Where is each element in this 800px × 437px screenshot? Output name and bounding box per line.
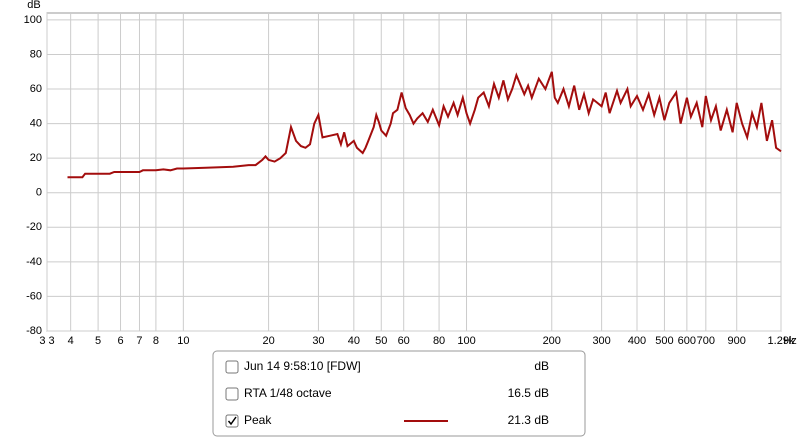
legend-label: RTA 1/48 octave (244, 386, 332, 400)
legend-readout: 16.5 dB (508, 386, 549, 400)
checkbox[interactable] (225, 414, 239, 428)
x-tick-label: 7 (136, 335, 142, 347)
checkbox[interactable] (225, 360, 239, 374)
legend-label: Peak (244, 413, 272, 427)
x-tick-label: 4 (68, 335, 74, 347)
legend-label: Jun 14 9:58:10 [FDW] (244, 359, 361, 373)
x-tick-label: 40 (348, 335, 360, 347)
x-tick-label: 900 (728, 335, 746, 347)
x-tick-label: 3 3 (39, 335, 54, 347)
y-tick-label: 40 (30, 118, 42, 130)
x-tick-label: 20 (262, 335, 274, 347)
x-tick-label: 300 (592, 335, 610, 347)
x-tick-label: 200 (543, 335, 561, 347)
x-tick-label: 700 (697, 335, 715, 347)
y-tick-label: -20 (26, 221, 42, 233)
legend: Jun 14 9:58:10 [FDW] dB RTA 1/48 octave 16.… (225, 359, 549, 428)
y-tick-label: 60 (30, 83, 42, 95)
x-tick-label: 400 (628, 335, 646, 347)
x-axis-label: Hz (783, 335, 796, 347)
y-tick-label: 0 (36, 187, 42, 199)
x-tick-label: 100 (457, 335, 475, 347)
grid: -80 -60 -40 -20 0 20 40 60 80 100 3 3 4 5 6 7 8 10 20 30 40… (24, 13, 795, 347)
x-tick-label: 600 (678, 335, 696, 347)
legend-panel (212, 350, 586, 437)
y-tick-label: -60 (26, 290, 42, 302)
legend-readout: 21.3 dB (508, 413, 549, 427)
peak-line (67, 71, 782, 179)
legend-readout: dB (534, 359, 549, 373)
x-tick-label: 5 (95, 335, 101, 347)
x-tick-label: 10 (177, 335, 189, 347)
x-tick-label: 80 (433, 335, 445, 347)
checkbox[interactable] (225, 387, 239, 401)
x-tick-label: 500 (655, 335, 673, 347)
y-tick-label: 80 (30, 48, 42, 60)
x-tick-label: 50 (375, 335, 387, 347)
plot (67, 71, 782, 179)
checkmark (227, 416, 237, 426)
y-tick-label: -40 (26, 256, 42, 268)
x-tick-label: 6 (117, 335, 123, 347)
y-axis-label: dB (27, 0, 40, 11)
y-tick-label: -80 (26, 325, 42, 337)
x-tick-label: 1.29k (768, 335, 795, 347)
y-tick-label: 20 (30, 152, 42, 164)
x-tick-label: 8 (153, 335, 159, 347)
x-tick-label: 60 (398, 335, 410, 347)
x-tick-label: 30 (312, 335, 324, 347)
y-tick-label: 100 (24, 14, 42, 26)
plot-area (46, 12, 782, 332)
